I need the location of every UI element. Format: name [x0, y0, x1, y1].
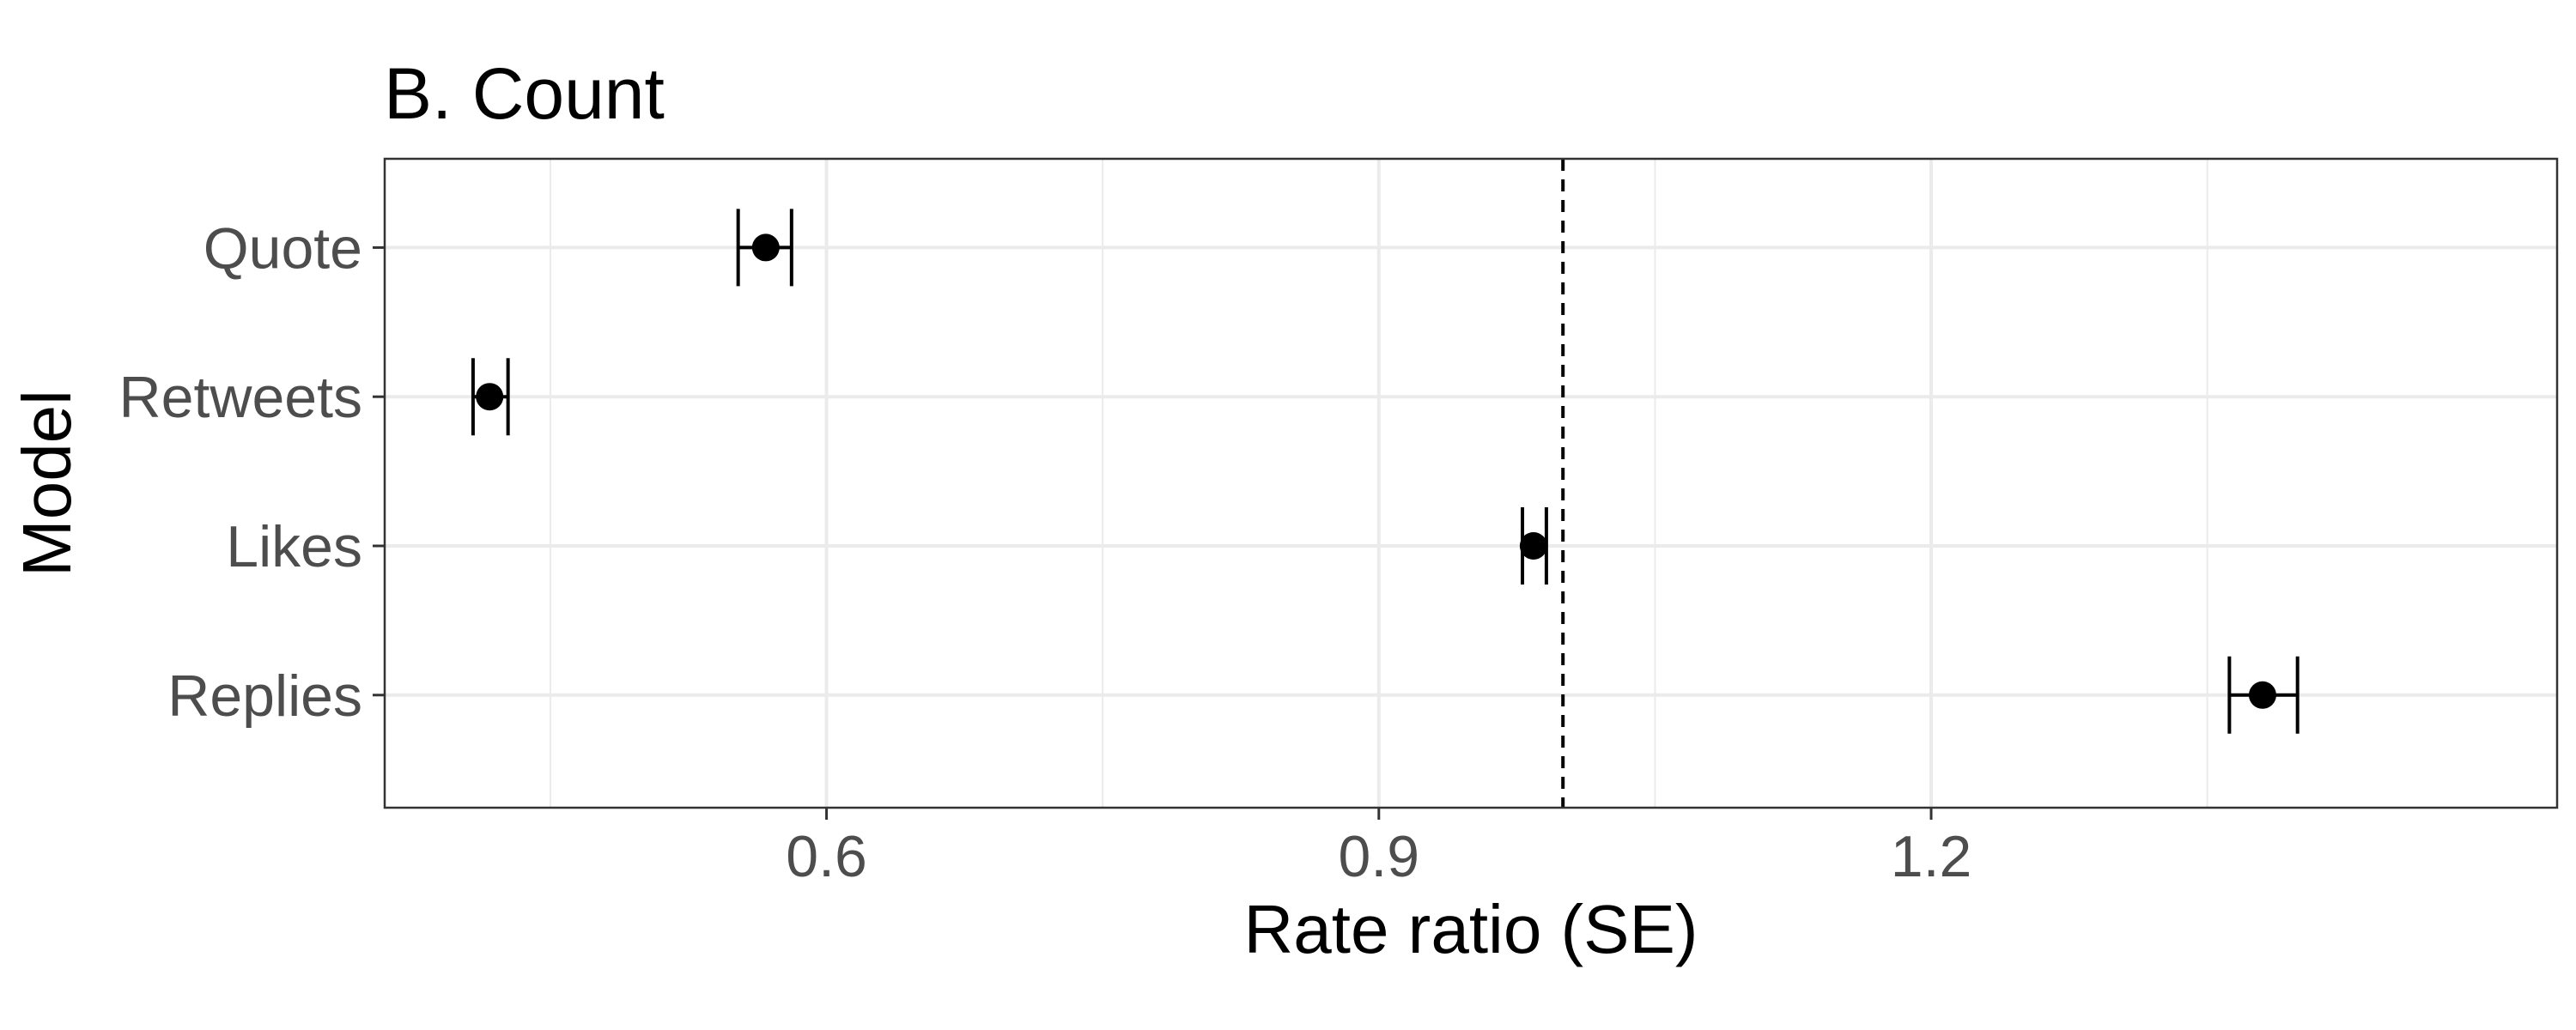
y-tick-label: Replies [167, 663, 362, 729]
point-estimate [476, 383, 504, 411]
y-tick-label: Likes [226, 514, 362, 579]
point-estimate [1519, 531, 1547, 560]
x-axis-title: Rate ratio (SE) [1243, 891, 1698, 967]
data-marks [471, 209, 2300, 734]
y-axis: Quote Retweets Likes Replies [119, 215, 385, 729]
grid [385, 159, 2557, 808]
x-axis: 0.6 0.9 1.2 [786, 808, 1971, 889]
y-tick-label: Retweets [119, 365, 362, 430]
point-estimate [751, 233, 780, 262]
x-tick-label: 0.9 [1339, 824, 1420, 889]
x-tick-label: 1.2 [1891, 824, 1972, 889]
point-estimate [2248, 681, 2276, 709]
x-tick-label: 0.6 [786, 824, 867, 889]
y-axis-title: Model [9, 390, 85, 577]
chart-title: B. Count [384, 53, 665, 134]
y-tick-label: Quote [204, 215, 362, 281]
plot-panel-border [383, 157, 2559, 809]
